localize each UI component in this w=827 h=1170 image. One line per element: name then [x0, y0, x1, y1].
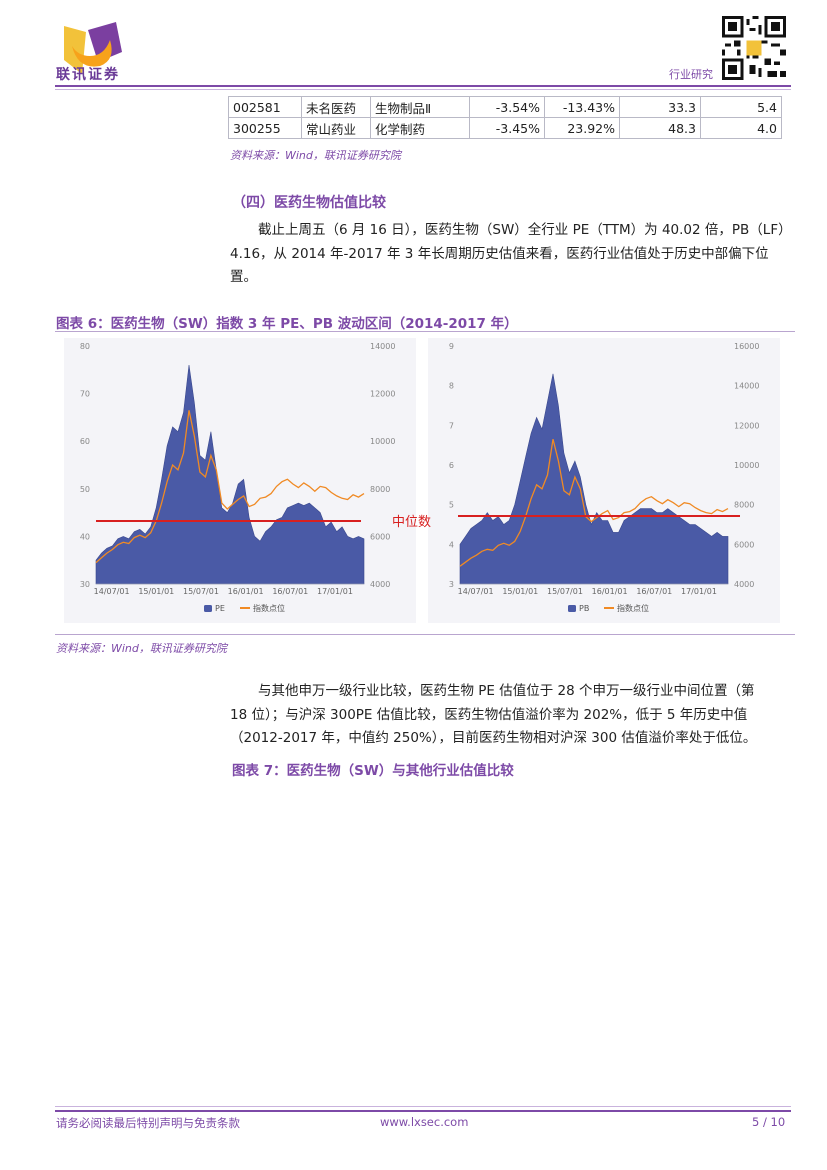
paragraph-valuation: 截止上周五（6 月 16 日），医药生物（SW）全行业 PE（TTM）为 40.… — [230, 219, 792, 290]
y-right-tick-label: 8000 — [734, 501, 754, 510]
x-tick-label: 17/01/01 — [681, 587, 717, 596]
legend-label: 指数点位 — [253, 603, 285, 613]
y-right-tick-label: 16000 — [734, 342, 759, 351]
qr-code-icon — [722, 16, 786, 80]
stock-table: 002581 未名医药 生物制品Ⅱ -3.54% -13.43% 33.3 5.… — [228, 96, 782, 139]
legend-swatch-area — [204, 605, 212, 612]
y-right-tick-label: 4000 — [370, 580, 390, 589]
legend-label: PB — [579, 604, 589, 613]
y-right-tick-label: 10000 — [734, 461, 759, 470]
y-right-tick-label: 10000 — [370, 437, 395, 446]
x-tick-label: 16/01/01 — [592, 587, 628, 596]
x-tick-label: 16/01/01 — [228, 587, 264, 596]
header-rule-thin — [55, 89, 791, 90]
table-cell: 23.92% — [544, 117, 620, 139]
pe-chart: 30 40 50 60 70 80 4000 6000 8000 10000 12000 14000 1… — [64, 338, 416, 623]
series-area-PE — [95, 364, 365, 585]
table-cell: 化学制药 — [370, 117, 470, 139]
paragraph-line: 18 位）；与沪深 300PE 估值比较，医药生物估值溢价率为 202%，低于 … — [230, 706, 748, 723]
table-cell: 300255 — [228, 117, 302, 139]
x-tick-label: 14/07/01 — [458, 587, 494, 596]
legend-swatch-area — [568, 605, 576, 612]
x-tick-label: 15/07/01 — [183, 587, 219, 596]
table-cell: 5.4 — [700, 96, 782, 118]
y-left-tick-label: 3 — [449, 580, 454, 589]
footer-rule-thin — [55, 1106, 791, 1107]
y-right-tick-label: 8000 — [370, 485, 390, 494]
paragraph-comparison: 与其他申万一级行业比较，医药生物 PE 估值位于 28 个申万一级行业中间位置（… — [230, 680, 790, 751]
y-left-tick-label: 40 — [80, 532, 90, 541]
x-tick-label: 15/01/01 — [138, 587, 174, 596]
figure-rule — [55, 634, 795, 635]
figure-source: 资料来源：Wind，联讯证券研究院 — [56, 642, 227, 655]
table-cell: 48.3 — [619, 117, 701, 139]
x-tick-label: 15/01/01 — [502, 587, 538, 596]
x-tick-label: 15/07/01 — [547, 587, 583, 596]
table-cell: -13.43% — [544, 96, 620, 118]
x-tick-label: 16/07/01 — [636, 587, 672, 596]
y-left-tick-label: 60 — [80, 437, 90, 446]
median-label: 中位数 — [392, 515, 432, 530]
y-right-tick-label: 6000 — [734, 540, 754, 549]
x-tick-label: 17/01/01 — [317, 587, 353, 596]
y-right-tick-label: 14000 — [370, 342, 395, 351]
y-left-tick-label: 6 — [449, 461, 454, 470]
paragraph-line: 4.16，从 2014 年-2017 年 3 年长周期历史估值来看，医药行业估值… — [230, 245, 769, 262]
y-right-tick-label: 14000 — [734, 382, 759, 391]
series-area-PB — [459, 373, 729, 585]
x-tick-label: 16/07/01 — [272, 587, 308, 596]
series-line-index — [459, 439, 729, 567]
section-heading: （四）医药生物估值比较 — [232, 195, 386, 211]
y-left-tick-label: 8 — [449, 382, 454, 391]
table-cell: 4.0 — [700, 117, 782, 139]
paragraph-line: 截止上周五（6 月 16 日），医药生物（SW）全行业 PE（TTM）为 40.… — [258, 222, 792, 238]
x-tick-label: 14/07/01 — [94, 587, 130, 596]
y-left-tick-label: 50 — [80, 485, 90, 494]
figure-rule — [55, 331, 795, 332]
y-left-tick-label: 5 — [449, 501, 454, 510]
table-source: 资料来源：Wind，联讯证券研究院 — [230, 149, 401, 162]
header-rule — [55, 85, 791, 87]
section-label: 行业研究 — [669, 68, 713, 81]
y-left-tick-label: 4 — [449, 540, 454, 549]
y-left-tick-label: 30 — [80, 580, 90, 589]
y-left-tick-label: 70 — [80, 390, 90, 399]
table-cell: 33.3 — [619, 96, 701, 118]
table-row: 300255 常山药业 化学制药 -3.45% 23.92% 48.3 4.0 — [228, 117, 782, 139]
footer-rule — [55, 1110, 791, 1112]
y-left-tick-label: 9 — [449, 342, 454, 351]
series-line-index — [95, 410, 365, 564]
company-logo — [64, 22, 122, 74]
table-cell: -3.45% — [469, 117, 545, 139]
paragraph-line: （2012-2017 年，中值约 250%），目前医药生物相对沪深 300 估值… — [230, 730, 757, 746]
table-cell: 常山药业 — [301, 117, 371, 139]
y-right-tick-label: 12000 — [734, 421, 759, 430]
y-right-tick-label: 4000 — [734, 580, 754, 589]
y-left-tick-label: 80 — [80, 342, 90, 351]
legend-label: PE — [215, 604, 225, 613]
figure-title: 图表 7：医药生物（SW）与其他行业估值比较 — [232, 763, 514, 779]
median-line-pe — [96, 520, 361, 522]
pb-chart: 3 4 5 6 7 8 9 4000 6000 8000 10000 12000 14000 16000 1… — [428, 338, 780, 623]
table-cell: 002581 — [228, 96, 302, 118]
median-line-pb — [458, 515, 740, 517]
figure-title: 图表 6：医药生物（SW）指数 3 年 PE、PB 波动区间（2014-2017… — [56, 316, 518, 332]
footer-disclaimer[interactable]: 请务必阅读最后特别声明与免责条款 — [56, 1116, 240, 1130]
y-left-tick-label: 7 — [449, 421, 454, 430]
footer-website[interactable]: www.lxsec.com — [380, 1115, 469, 1129]
paragraph-line: 与其他申万一级行业比较，医药生物 PE 估值位于 28 个申万一级行业中间位置（… — [258, 683, 755, 699]
logo-text: 联讯证券 — [56, 67, 120, 83]
table-cell: -3.54% — [469, 96, 545, 118]
table-cell: 未名医药 — [301, 96, 371, 118]
paragraph-line: 置。 — [230, 269, 257, 285]
y-right-tick-label: 12000 — [370, 390, 395, 399]
table-row: 002581 未名医药 生物制品Ⅱ -3.54% -13.43% 33.3 5.… — [228, 96, 782, 118]
y-right-tick-label: 6000 — [370, 532, 390, 541]
page-number: 5 / 10 — [752, 1115, 786, 1129]
legend-label: 指数点位 — [617, 603, 649, 613]
table-cell: 生物制品Ⅱ — [370, 96, 470, 118]
